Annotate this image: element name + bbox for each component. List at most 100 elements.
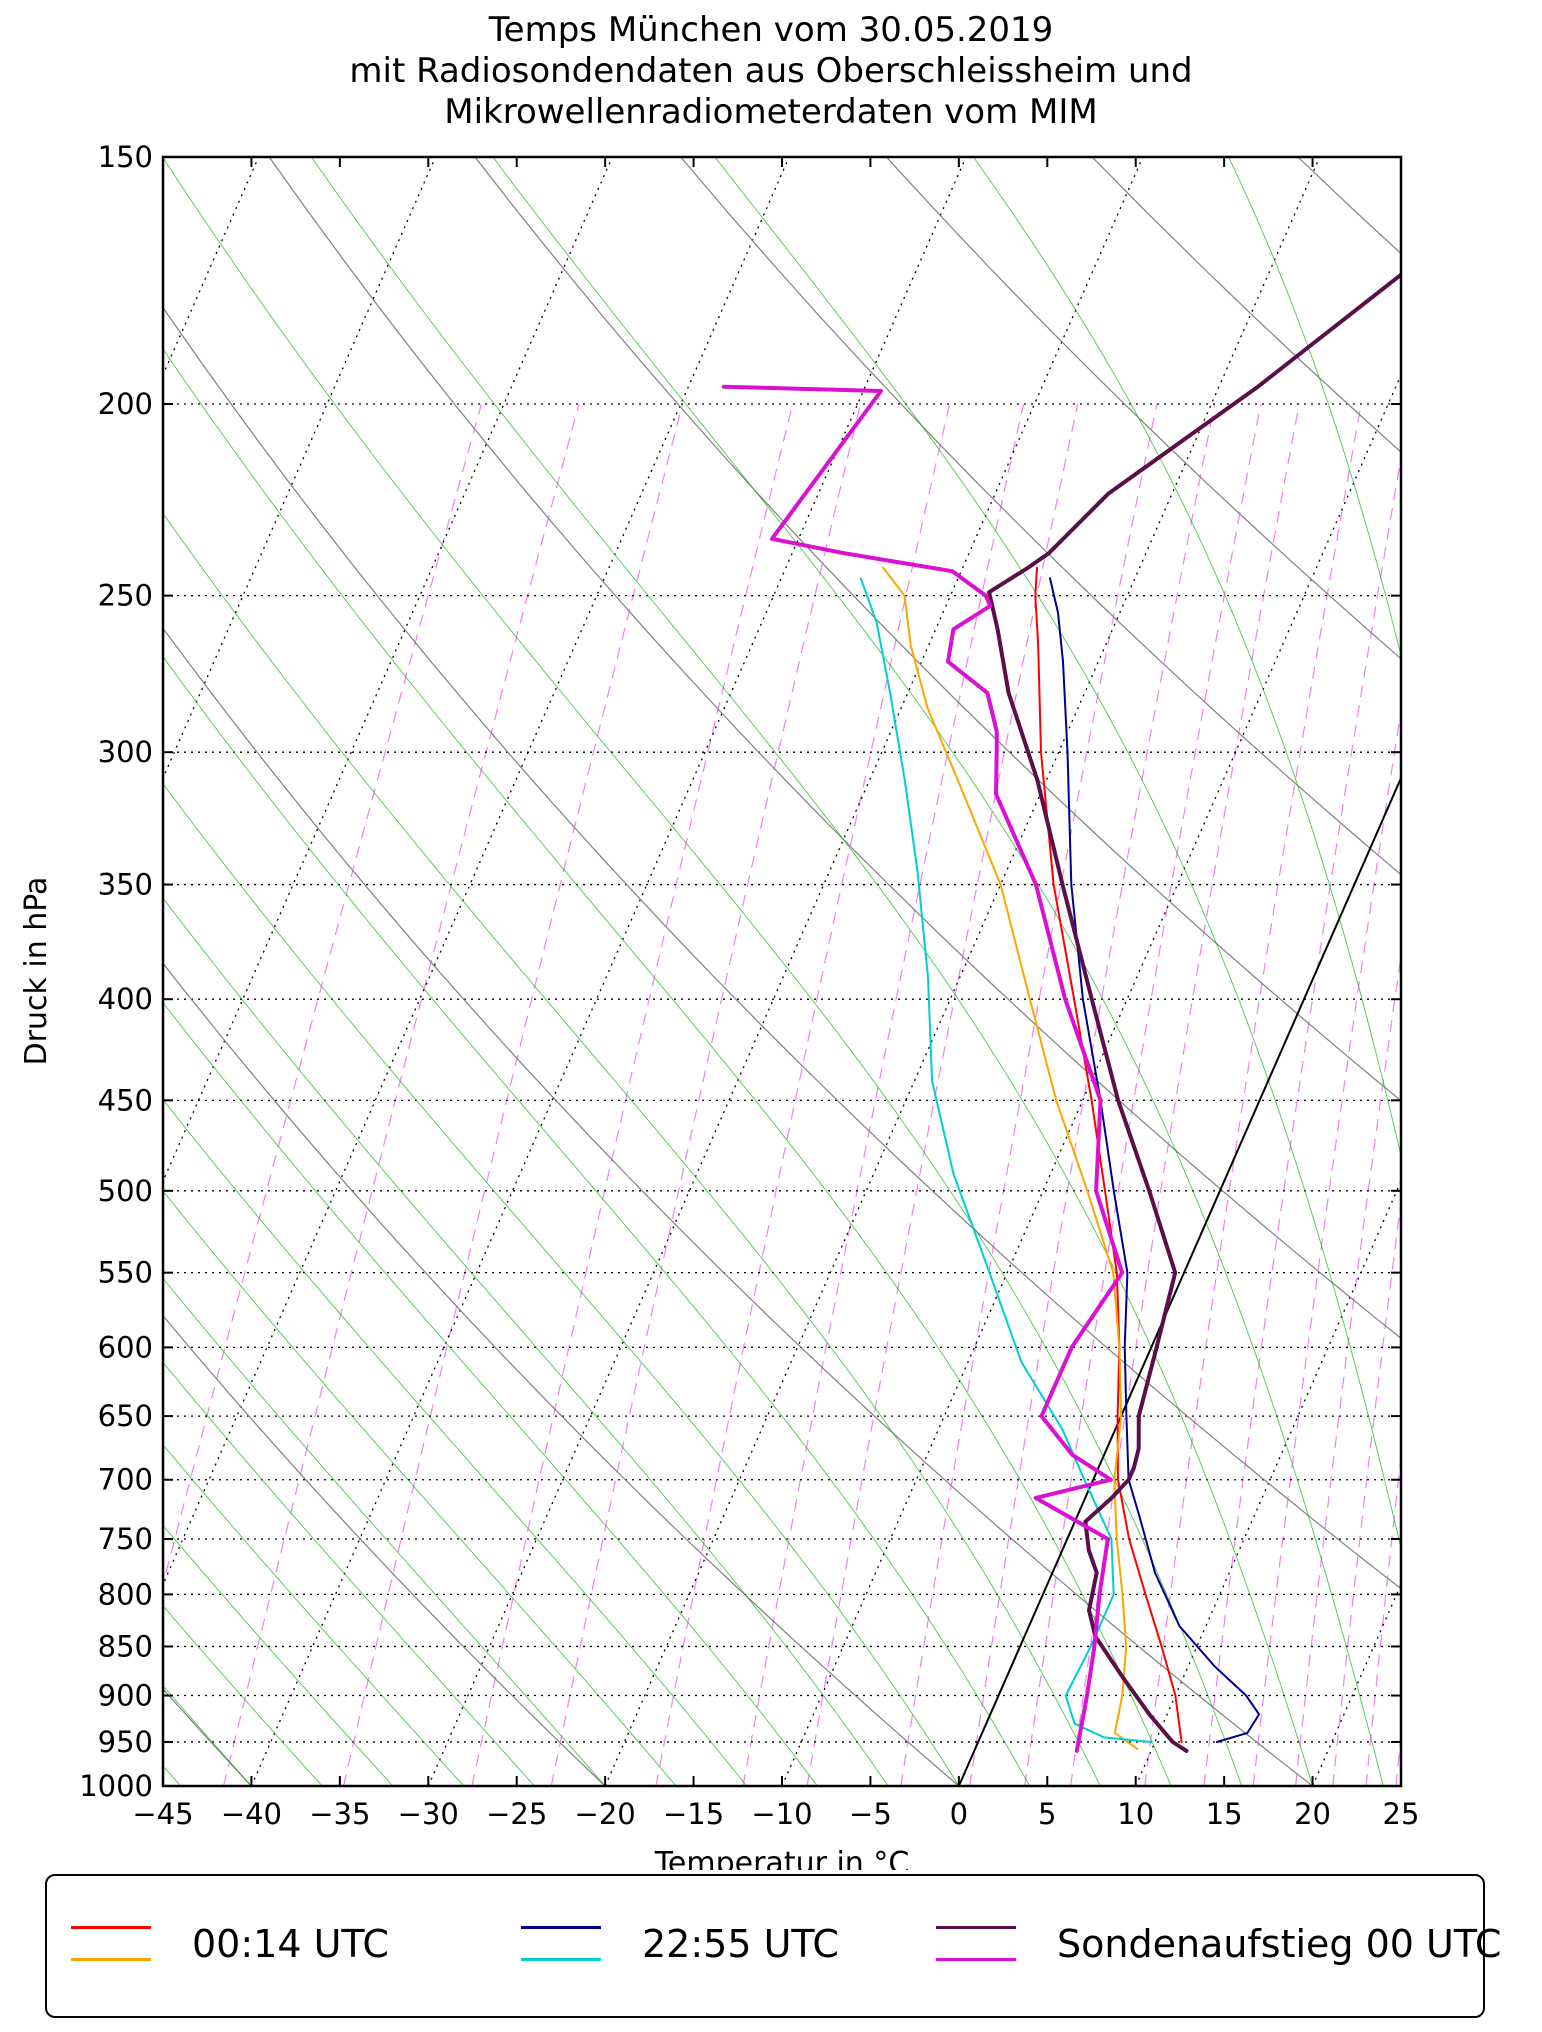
moist-adiabat-line <box>714 157 1401 1550</box>
mixing-ratio-line <box>1449 404 1542 1786</box>
mixing-ratio-line <box>655 403 951 1786</box>
legend-swatch-temperature <box>71 1926 151 1929</box>
x-tick-label: 10 <box>1117 1797 1154 1831</box>
dry-adiabat-line <box>885 157 1401 660</box>
moist-adiabat-line <box>163 1524 394 1786</box>
22-55-utc-temperature-line <box>1049 577 1261 1743</box>
mixing-ratio-line <box>1070 403 1300 1786</box>
isotherm-line <box>163 157 790 1587</box>
y-tick-label: 150 <box>98 140 153 174</box>
mixing-ratio-line <box>343 403 684 1786</box>
isotherm-line <box>781 373 1401 1786</box>
dry-adiabat-line <box>163 306 1401 1590</box>
moist-adiabat-line <box>311 157 1314 1786</box>
isotherm-line <box>163 157 437 780</box>
x-tick-label: −25 <box>486 1797 547 1831</box>
chart-title: Temps München vom 30.05.2019 mit Radioso… <box>0 10 1542 133</box>
mixing-ratio-line <box>1203 454 1401 1786</box>
moist-adiabat-line <box>1228 157 1401 658</box>
moist-adiabat-line <box>163 1098 747 1786</box>
legend-swatch <box>71 1916 151 1976</box>
y-tick-label: 550 <box>98 1256 153 1290</box>
moist-adiabat-line <box>163 1685 252 1786</box>
x-tick-label: 15 <box>1206 1797 1243 1831</box>
x-tick-label: 0 <box>950 1797 968 1831</box>
legend-label: 00:14 UTC <box>192 1922 389 1966</box>
isotherm-line <box>427 157 1144 1786</box>
isotherm-line <box>604 157 1321 1786</box>
moist-adiabat-line <box>973 157 1401 1158</box>
x-tick-label: 5 <box>1038 1797 1056 1831</box>
x-tick-label: −5 <box>849 1797 892 1831</box>
x-tick-label: −40 <box>221 1797 282 1831</box>
moist-adiabat-line <box>163 1361 535 1786</box>
y-tick-label: 200 <box>98 387 153 421</box>
moist-adiabat-line <box>163 1605 323 1786</box>
mixing-ratio-line <box>1395 1728 1401 1786</box>
mixing-ratio-line <box>1494 404 1542 1786</box>
dry-adiabat-line <box>680 157 1401 876</box>
dry-adiabat-line <box>1504 157 1542 1786</box>
mixing-ratio-line <box>223 403 580 1786</box>
moist-adiabat-line <box>163 1001 818 1786</box>
freezing-isotherm-line <box>957 775 1401 1786</box>
moist-adiabat-line <box>492 157 1384 1786</box>
mixing-ratio-line <box>1365 1452 1401 1786</box>
legend-swatch <box>521 1916 601 1976</box>
isotherm-line <box>163 157 613 1183</box>
y-tick-label: 1000 <box>79 1769 153 1803</box>
title-line-2: mit Radiosondendaten aus Oberschleisshei… <box>349 51 1193 91</box>
legend-swatch-dewpoint <box>71 1958 151 1961</box>
x-tick-label: −35 <box>309 1797 370 1831</box>
y-tick-label: 700 <box>98 1463 153 1497</box>
moist-adiabat-line <box>163 157 1243 1786</box>
moist-adiabat-line <box>163 1190 677 1786</box>
legend-swatch-dewpoint <box>936 1958 1016 1961</box>
background-lines <box>163 157 1542 1786</box>
dry-adiabat-line <box>163 962 960 1786</box>
mixing-ratio-line <box>1252 707 1401 1786</box>
y-tick-label: 250 <box>98 579 153 613</box>
y-tick-label: 350 <box>98 868 153 902</box>
series-1-dewpoint-line <box>882 566 1139 1751</box>
mixing-ratio-line <box>163 403 483 1587</box>
x-tick-label: −30 <box>398 1797 459 1831</box>
legend-swatch <box>936 1916 1016 1976</box>
moist-adiabat-line <box>163 1277 606 1786</box>
x-tick-label: −15 <box>663 1797 724 1831</box>
isotherm-line <box>250 157 967 1786</box>
isotherm-line <box>958 776 1401 1786</box>
moist-adiabat-line <box>163 656 1030 1786</box>
title-line-3: Mikrowellenradiometerdaten vom MIM <box>444 92 1098 132</box>
dry-adiabat-line <box>163 627 1313 1786</box>
dry-adiabat-line <box>1297 157 1401 255</box>
moist-adiabat-line <box>163 1444 465 1786</box>
legend-label: 22:55 UTC <box>642 1922 839 1966</box>
x-tick-label: −10 <box>751 1797 812 1831</box>
y-tick-label: 800 <box>98 1577 153 1611</box>
legend-swatch-dewpoint <box>521 1958 601 1961</box>
moist-adiabat-line <box>1436 157 1542 1786</box>
sondenaufstieg-00-utc-temperature-line <box>987 272 1401 1753</box>
isotherm-line <box>1311 1582 1401 1786</box>
y-tick-label: 300 <box>98 735 153 769</box>
mixing-ratio-line <box>471 403 794 1786</box>
title-line-1: Temps München vom 30.05.2019 <box>488 10 1054 50</box>
x-tick-label: −20 <box>575 1797 636 1831</box>
dry-adiabat-line <box>268 157 1401 1340</box>
legend-label: Sondenaufstieg 00 UTC <box>1057 1922 1502 1966</box>
mixing-ratio-line <box>550 403 862 1786</box>
dry-adiabat-line <box>163 1314 606 1786</box>
skew-t-chart: −45 −40 −35 −30 −25 −20 −15 −10 −5 0 5 10 15 20 25 150 2… <box>19 140 1542 1870</box>
mixing-ratio-line <box>1534 404 1542 1786</box>
series-5-dewpoint-line <box>721 384 1125 1753</box>
legend: 00:14 UTC 22:55 UTC Sondenaufstieg 00 UT… <box>45 1874 1501 2018</box>
y-tick-label: 450 <box>98 1083 153 1117</box>
y-tick-label: 950 <box>98 1725 153 1759</box>
x-tick-label: −45 <box>132 1797 193 1831</box>
y-tick-label: 650 <box>98 1399 153 1433</box>
mixing-ratio-line <box>1024 403 1262 1786</box>
mixing-ratio-line <box>806 403 1079 1786</box>
moist-adiabat-line <box>163 348 1172 1786</box>
y-tick-label: 400 <box>98 982 153 1016</box>
